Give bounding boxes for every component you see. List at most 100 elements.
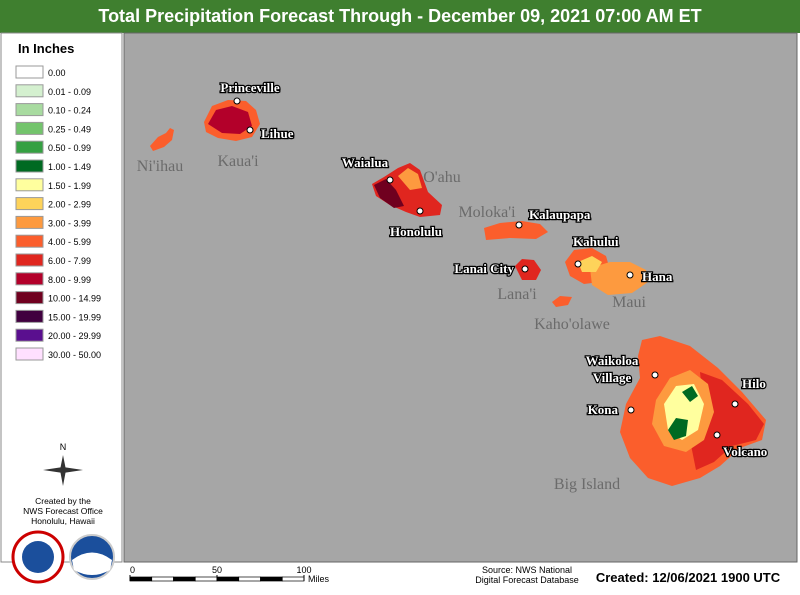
source: Source: NWS National <box>482 565 572 575</box>
island-shape <box>552 296 572 307</box>
island-label: Kaua'i <box>217 153 259 170</box>
city-dot <box>574 260 582 268</box>
legend-swatch <box>15 328 44 342</box>
scale-segment <box>281 576 305 582</box>
legend-swatch <box>15 140 44 154</box>
island-label: Maui <box>612 294 646 311</box>
island-label: Kaho'olawe <box>534 316 610 333</box>
island-label: Ni'ihau <box>137 158 183 175</box>
island-shape <box>578 256 602 272</box>
city-dots <box>233 97 739 439</box>
city-dot <box>713 431 721 439</box>
island-shape <box>398 168 422 190</box>
legend-label: 2.00 - 2.99 <box>48 200 91 210</box>
city-label: Village <box>593 370 632 385</box>
city-label: Honolulu <box>390 224 442 239</box>
compass-star <box>43 455 83 486</box>
island-label: Moloka'i <box>458 204 516 221</box>
scale-segment <box>173 576 196 582</box>
legend-label: 10.00 - 14.99 <box>48 294 101 304</box>
legend-label: 0.10 - 0.24 <box>48 106 91 116</box>
scale-segment <box>260 576 283 582</box>
legend-swatch <box>15 234 44 248</box>
legend-swatch <box>15 178 44 192</box>
legend-swatch <box>15 197 44 211</box>
city-label: Kahului <box>573 234 619 249</box>
title-bar <box>0 0 800 33</box>
legend-swatch <box>15 103 44 117</box>
created: Created: 12/06/2021 1900 UTC <box>596 570 781 585</box>
island-label: Lana'i <box>497 286 537 303</box>
city-label: Lanai City <box>454 261 514 276</box>
scale-segment <box>151 576 174 582</box>
city-label: Kalaupapa <box>529 207 591 222</box>
city-dot <box>651 371 659 379</box>
compass-label: N <box>60 442 67 452</box>
island-shape <box>208 106 252 134</box>
legend-swatch <box>15 84 44 98</box>
nws-logo-inner <box>22 541 54 573</box>
legend-label: 30.00 - 50.00 <box>48 350 101 360</box>
legend-label: 1.00 - 1.49 <box>48 162 91 172</box>
island-shape <box>150 128 174 151</box>
noaa-logo-gull <box>72 552 112 575</box>
logos <box>11 530 115 584</box>
scale-label: 50 <box>212 565 222 575</box>
legend-swatch <box>15 291 44 305</box>
city-dot <box>626 271 634 279</box>
scale-label: 0 <box>130 565 135 575</box>
city-label: Lihue <box>261 126 294 141</box>
island-shape <box>590 262 648 295</box>
legend-swatch <box>15 309 44 323</box>
legend-swatch <box>15 253 44 267</box>
legend-label: 20.00 - 29.99 <box>48 331 101 341</box>
credit-line: Created by the <box>35 496 91 506</box>
scale-segment <box>216 576 240 582</box>
legend-swatch <box>15 159 44 173</box>
legend-label: 0.50 - 0.99 <box>48 143 91 153</box>
city-dot <box>233 97 241 105</box>
credit-line: NWS Forecast Office <box>23 506 103 516</box>
scale-segment <box>194 576 218 582</box>
source: Digital Forecast Database <box>475 575 579 585</box>
legend-label: 6.00 - 7.99 <box>48 256 91 266</box>
city-label: Hana <box>642 269 673 284</box>
island-shape <box>374 179 404 208</box>
legend-swatch <box>15 347 44 361</box>
credit-line: Honolulu, Hawaii <box>31 516 95 526</box>
city-dot <box>246 126 254 134</box>
legend-label: 15.00 - 19.99 <box>48 312 101 322</box>
city-dot <box>731 400 739 408</box>
island-shape <box>484 221 548 240</box>
legend-swatch <box>15 65 44 79</box>
title: Total Precipitation Forecast Through - D… <box>98 6 701 26</box>
scale-segment <box>129 576 153 582</box>
legend-swatch <box>15 215 44 229</box>
city-label: Hilo <box>742 376 766 391</box>
legend-label: 4.00 - 5.99 <box>48 237 91 247</box>
city-label: Waikoloa <box>586 353 639 368</box>
city-dot <box>521 265 529 273</box>
city-label: Waialua <box>342 155 389 170</box>
compass: N <box>43 442 83 486</box>
city-label: Kona <box>588 402 619 417</box>
legend-label: 3.00 - 3.99 <box>48 218 91 228</box>
legend-label: 0.01 - 0.09 <box>48 87 91 97</box>
city-dot <box>627 406 635 414</box>
legend-swatch <box>15 121 44 135</box>
scale-label: 100 <box>296 565 311 575</box>
city-dot <box>416 207 424 215</box>
legend-swatch <box>15 272 44 286</box>
city-dot <box>515 221 523 229</box>
city-label: Princeville <box>220 80 279 95</box>
scale-unit: Miles <box>308 574 330 584</box>
island-label: O'ahu <box>423 169 461 186</box>
island-shape <box>668 386 698 440</box>
legend-label: 0.00 <box>48 68 66 78</box>
scale-segment <box>238 576 261 582</box>
legend-label: 8.00 - 9.99 <box>48 275 91 285</box>
legend: 0.00 0.01 - 0.09 0.10 - 0.24 0.25 - 0.49 0.5… <box>15 65 101 361</box>
legend-label: 1.50 - 1.99 <box>48 181 91 191</box>
